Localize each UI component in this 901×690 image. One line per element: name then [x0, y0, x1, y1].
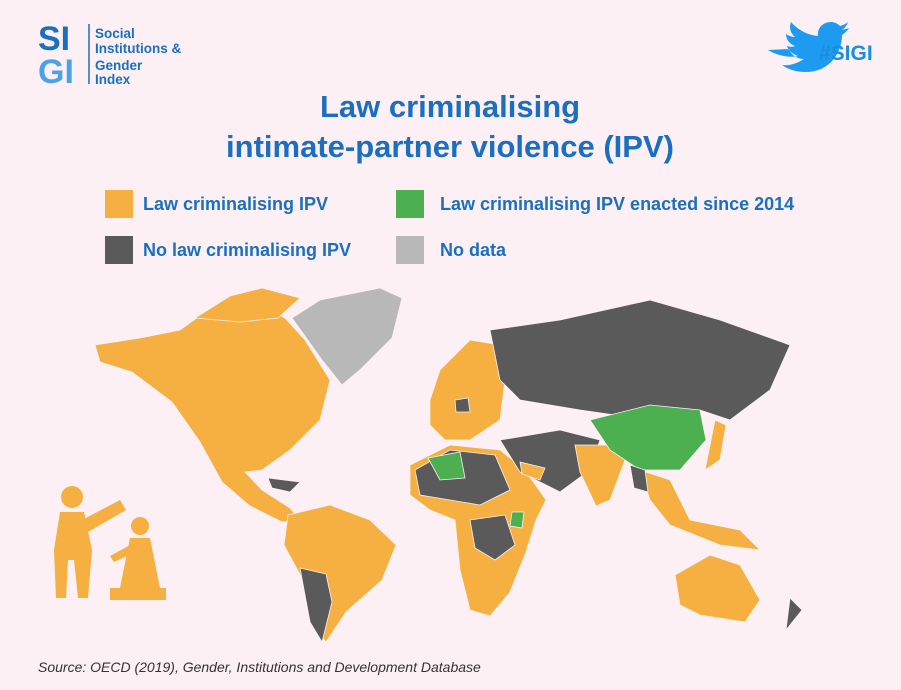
arctic-islands — [193, 287, 301, 323]
legend: Law criminalising IPV Law criminalising I… — [105, 190, 794, 264]
logo-mark-bottom: GI — [38, 53, 74, 91]
title: intimate-partner violence (IPV) — [226, 129, 674, 164]
logo-name-line: Gender — [95, 58, 143, 73]
logo-name-line: Institutions & — [95, 41, 181, 56]
russia — [489, 299, 791, 421]
legend-label: No data — [440, 240, 507, 260]
southeast-asia — [639, 469, 762, 551]
figures-icon — [54, 486, 166, 600]
legend-label: Law criminalising IPV enacted since 2014 — [440, 194, 794, 214]
europe-gray — [454, 397, 471, 413]
legend-label: Law criminalising IPV — [143, 194, 328, 214]
kenya — [509, 511, 525, 529]
logo-mark-top: SI — [38, 20, 70, 58]
source: Source: OECD (2019), Gender, Institution… — [38, 659, 481, 675]
logo-name-line: Index — [95, 72, 131, 87]
north-america — [94, 299, 331, 523]
caribbean — [267, 477, 301, 493]
world-map — [94, 287, 803, 644]
title: Law criminalising — [320, 89, 580, 124]
logo: SI GI Social Institutions & Gender Index — [38, 20, 181, 91]
algeria — [427, 451, 466, 481]
new-zealand — [785, 597, 803, 632]
legend-swatch — [105, 190, 133, 218]
central-africa — [469, 514, 516, 561]
greenland — [291, 287, 403, 386]
europe — [429, 339, 506, 441]
legend-swatch — [105, 236, 133, 264]
legend-label: No law criminalising IPV — [143, 240, 351, 260]
australia — [674, 554, 761, 623]
legend-swatch — [396, 236, 424, 264]
legend-swatch — [396, 190, 424, 218]
argentina — [299, 567, 333, 644]
logo-name-line: Social — [95, 26, 135, 41]
china — [589, 404, 707, 471]
twitter-icon — [768, 22, 849, 72]
saudi-arabia — [519, 461, 546, 481]
myanmar — [629, 464, 649, 493]
japan — [704, 419, 727, 471]
hashtag: #SIGI — [819, 42, 873, 65]
